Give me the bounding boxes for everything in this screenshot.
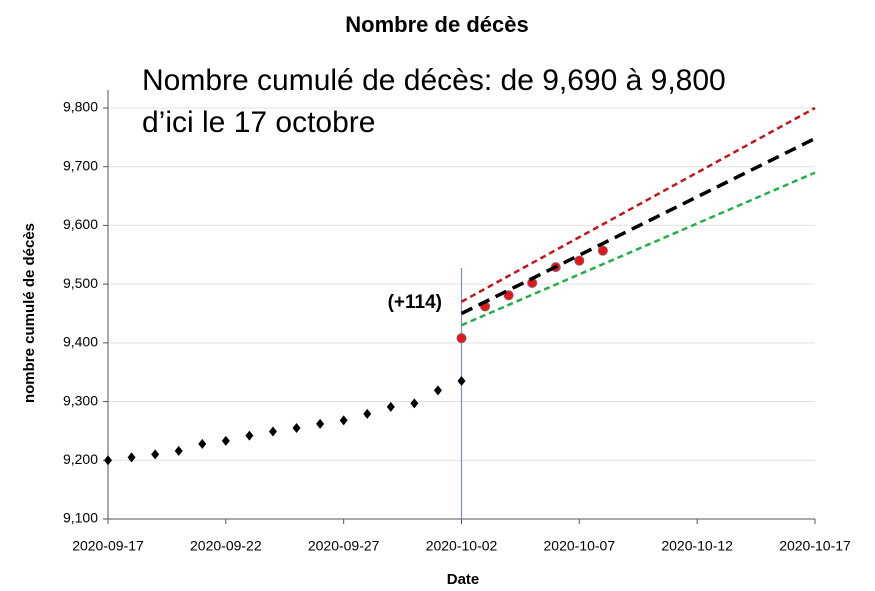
x-tick-label: 2020-10-12: [661, 538, 733, 554]
x-tick-label: 2020-09-27: [308, 538, 380, 554]
chart-title: Nombre de décès: [345, 12, 528, 37]
x-tick-label: 2020-10-17: [779, 538, 851, 554]
y-tick-label: 9,600: [63, 216, 98, 232]
y-tick-label: 9,800: [63, 99, 98, 115]
x-axis-label: Date: [447, 571, 480, 588]
y-axis-label: nombre cumulé de décès: [21, 223, 38, 403]
x-tick-label: 2020-10-02: [426, 538, 498, 554]
data-point: [386, 401, 395, 412]
data-point: [221, 435, 230, 446]
projection-line: [460, 136, 816, 316]
data-point: [292, 422, 301, 433]
data-point: [574, 255, 585, 266]
data-point: [433, 385, 442, 396]
y-tick-label: 9,300: [63, 392, 98, 408]
data-point: [456, 333, 467, 344]
data-point: [151, 449, 160, 460]
data-point: [127, 452, 136, 463]
y-tick-label: 9,400: [63, 334, 98, 350]
annotation: Nombre cumulé de décès: de 9,690 à 9,800: [142, 64, 726, 97]
y-tick-label: 9,100: [63, 510, 98, 526]
data-point: [363, 408, 372, 419]
data-point: [268, 426, 277, 437]
data-point: [597, 245, 608, 256]
data-point: [316, 418, 325, 429]
y-tick-label: 9,200: [63, 451, 98, 467]
data-point: [410, 398, 419, 409]
projection-line: [460, 106, 816, 303]
annotation: d’ici le 17 octobre: [142, 106, 375, 139]
y-tick-label: 9,700: [63, 157, 98, 173]
annotation: (+114): [388, 292, 442, 313]
x-tick-label: 2020-09-22: [190, 538, 262, 554]
data-point: [198, 438, 207, 449]
x-tick-label: 2020-10-07: [544, 538, 616, 554]
x-tick-label: 2020-09-17: [72, 538, 144, 554]
data-point: [245, 430, 254, 441]
data-point: [104, 455, 112, 466]
data-point: [174, 445, 183, 456]
projection-line: [461, 171, 816, 327]
data-point: [339, 415, 348, 426]
y-tick-label: 9,500: [63, 275, 98, 291]
data-point: [457, 376, 466, 387]
